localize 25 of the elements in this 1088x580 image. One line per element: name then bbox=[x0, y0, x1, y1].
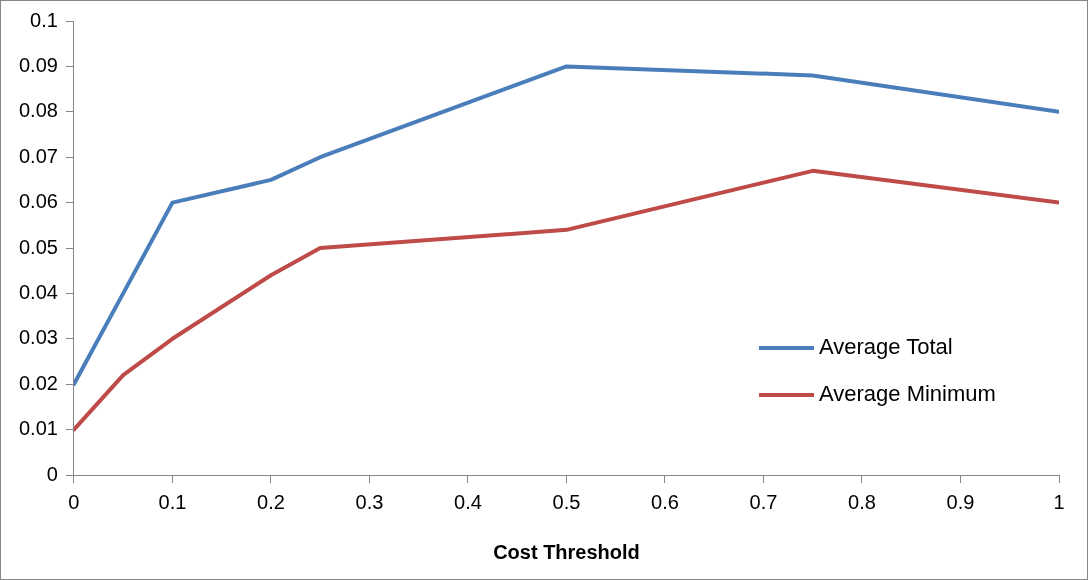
y-tick-label: 0.02 bbox=[18, 371, 58, 394]
y-tick-label: 0.05 bbox=[18, 235, 58, 258]
x-tick-label: 0.5 bbox=[552, 490, 581, 513]
x-axis-title: Cost Threshold bbox=[493, 540, 640, 563]
y-tick-label: 0.1 bbox=[30, 8, 58, 31]
legend-label: Average Total bbox=[819, 333, 953, 359]
x-tick-label: 0.8 bbox=[848, 490, 876, 513]
x-tick-label: 0.2 bbox=[257, 490, 285, 513]
y-tick-label: 0.08 bbox=[18, 99, 58, 122]
x-tick-label: 0 bbox=[68, 490, 80, 513]
x-tick-label: 0.6 bbox=[651, 490, 679, 513]
x-tick-label: 0.9 bbox=[946, 490, 975, 513]
x-tick-label: 1 bbox=[1053, 490, 1065, 513]
legend-label: Average Minimum bbox=[819, 380, 996, 406]
y-tick-label: 0.07 bbox=[18, 144, 58, 167]
y-tick-label: 0.04 bbox=[18, 280, 58, 303]
y-tick-label: 0.06 bbox=[18, 190, 58, 213]
x-tick-label: 0.7 bbox=[749, 490, 778, 513]
x-tick-label: 0.3 bbox=[355, 490, 384, 513]
x-tick-label: 0.1 bbox=[158, 490, 187, 513]
y-tick-label: 0 bbox=[46, 462, 58, 485]
y-tick-label: 0.03 bbox=[18, 326, 58, 349]
y-tick-label: 0.01 bbox=[18, 417, 58, 440]
x-tick-label: 0.4 bbox=[454, 490, 482, 513]
y-tick-label: 0.09 bbox=[18, 53, 58, 76]
